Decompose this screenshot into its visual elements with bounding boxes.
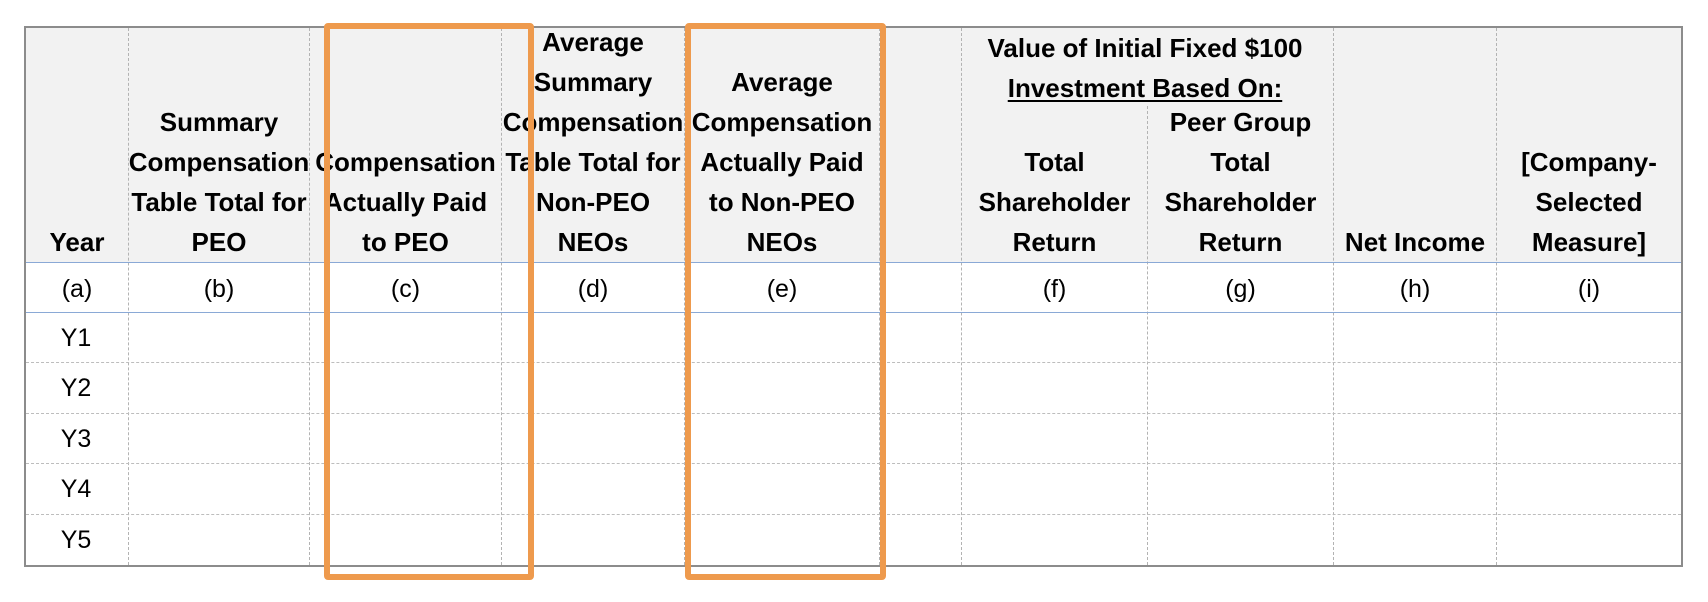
column-divider [128, 28, 129, 565]
header-net-income: Net Income [1344, 227, 1486, 257]
column-divider [879, 28, 880, 565]
column-letter: (e) [766, 274, 798, 303]
table-row-label: Y4 [60, 474, 92, 503]
column-divider [961, 28, 962, 565]
row-divider [26, 362, 1681, 363]
highlight-box-avg-cap-non-peo [685, 23, 886, 580]
header-avg-cap-non-peo: Average Compensation Actually Paid to No… [691, 67, 873, 257]
column-divider [1333, 28, 1334, 565]
column-divider [684, 28, 685, 565]
column-letter: (g) [1225, 274, 1256, 303]
table-header-background [26, 28, 1681, 262]
column-letter: (i) [1577, 274, 1601, 303]
highlight-box-cap-peo [324, 23, 534, 580]
header-peer-tsr: Peer Group Total Shareholder Return [1164, 107, 1317, 257]
column-letter: (f) [1042, 274, 1067, 303]
column-divider [1496, 28, 1497, 565]
row-divider [26, 463, 1681, 464]
header-bottom-rule [26, 262, 1681, 263]
column-divider [309, 28, 310, 565]
row-divider [26, 514, 1681, 515]
table-row-label: Y5 [60, 525, 92, 554]
column-divider [501, 28, 502, 565]
pay-versus-performance-table: Value of Initial Fixed $100 Investment B… [24, 23, 1683, 580]
row-divider [26, 413, 1681, 414]
column-letter: (h) [1399, 274, 1431, 303]
header-company-selected-measure: [Company- Selected Measure] [1521, 147, 1657, 257]
header-tsr: Total Shareholder Return [978, 147, 1131, 257]
table-row-label: Y1 [60, 323, 92, 352]
table-row-label: Y3 [60, 424, 92, 453]
table-row-label: Y2 [60, 373, 92, 402]
letters-bottom-rule [26, 312, 1681, 313]
column-letter: (c) [390, 274, 421, 303]
column-letter: (d) [577, 274, 609, 303]
header-year: Year [49, 227, 105, 257]
header-sct-total-peo: Summary Compensation Table Total for PEO [128, 107, 310, 257]
column-letter: (b) [203, 274, 235, 303]
column-divider [1147, 106, 1148, 565]
column-letter: (a) [61, 274, 93, 303]
group-header-line1: Value of Initial Fixed $100 [987, 33, 1303, 63]
group-header-line2: Investment Based On: [1007, 73, 1283, 103]
header-cap-peo: Compensation Actually Paid to PEO [315, 147, 496, 257]
